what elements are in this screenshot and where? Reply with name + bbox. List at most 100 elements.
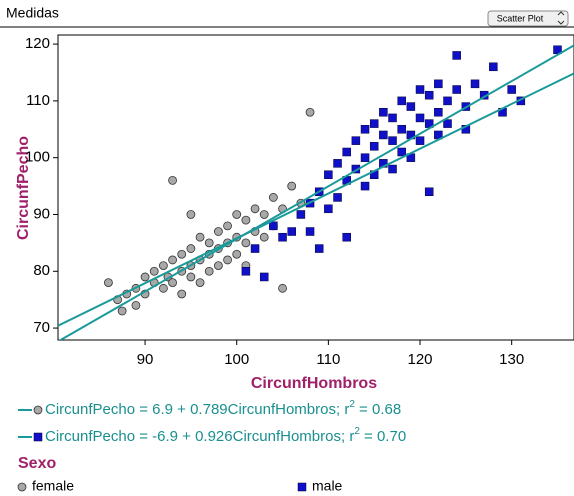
point [168, 176, 177, 185]
x-tick-label: 100 [224, 351, 249, 368]
fit-equation: CircunfPecho = -6.9 + 0.926CircunfHombro… [45, 426, 406, 445]
equation-part: 2 [354, 426, 360, 437]
plot-area [57, 34, 574, 341]
point [241, 215, 251, 225]
point [223, 255, 232, 265]
point [424, 90, 434, 100]
y-tick-label: 70 [33, 319, 50, 336]
x-tick-label: 110 [316, 351, 340, 368]
point [406, 102, 416, 111]
point [177, 249, 187, 259]
point [213, 227, 223, 236]
point [360, 125, 370, 134]
point [434, 79, 443, 89]
point [333, 159, 342, 168]
equation-part: = 0.70 [360, 428, 406, 445]
point [342, 147, 351, 157]
point [131, 300, 141, 310]
point [158, 261, 168, 270]
point [434, 107, 443, 117]
point [241, 238, 251, 248]
point [296, 210, 306, 219]
view-menu[interactable]: Scatter Plot [487, 10, 569, 27]
point [324, 170, 333, 179]
point [168, 278, 177, 288]
point [369, 119, 379, 128]
plot [58, 44, 574, 340]
point [388, 136, 397, 145]
point [424, 187, 434, 197]
point [195, 232, 205, 242]
point [379, 130, 388, 140]
point [324, 204, 333, 214]
y-tick-label: 110 [26, 92, 50, 109]
point [149, 266, 159, 276]
y-tick-label: 120 [25, 35, 50, 52]
equation-part: = 0.68 [355, 401, 401, 418]
y-tick-label: 80 [33, 262, 50, 279]
point [452, 51, 461, 60]
window-title: Medidas [6, 5, 59, 21]
equation-part: 2 [349, 399, 355, 410]
point [333, 193, 342, 202]
point [287, 181, 297, 191]
legend-key [297, 482, 307, 492]
point [397, 125, 406, 134]
x-axis-title: CircunfHombros [251, 375, 377, 392]
point [443, 119, 452, 128]
menu-arrows [557, 11, 565, 25]
x-tick-label: 120 [408, 351, 433, 368]
point [278, 232, 287, 242]
point [342, 232, 351, 242]
legend-marker [33, 405, 43, 415]
y-axis-title: CircunfPecho [15, 136, 32, 240]
point [369, 142, 379, 151]
point [250, 204, 260, 214]
legend-key [17, 482, 27, 492]
legend-title: Sexo [18, 455, 56, 472]
point [415, 136, 425, 145]
menu-button[interactable] [487, 10, 569, 27]
equation-part: CircunfPecho = 6.9 + 0.789CircunfHombros… [45, 401, 349, 418]
point [117, 306, 127, 316]
point [351, 136, 361, 145]
point [360, 153, 370, 162]
legend-label: female [32, 478, 74, 494]
point [204, 266, 214, 276]
menu-label[interactable]: Scatter Plot [497, 13, 544, 23]
legend-label: male [312, 478, 343, 494]
point [177, 289, 187, 299]
equation-part: CircunfPecho = -6.9 + 0.926CircunfHombro… [45, 428, 354, 445]
point [397, 147, 406, 157]
fit-line [58, 72, 574, 327]
point [186, 210, 196, 219]
point [204, 238, 214, 248]
point [305, 227, 315, 236]
point [241, 267, 251, 276]
point [259, 232, 269, 242]
point [104, 278, 113, 288]
point [168, 255, 177, 265]
legend-marker [33, 432, 43, 442]
point [314, 244, 324, 253]
point [213, 261, 223, 270]
point [452, 85, 461, 94]
point [305, 107, 315, 117]
point [443, 96, 452, 106]
fit-equation: CircunfPecho = 6.9 + 0.789CircunfHombros… [45, 399, 401, 418]
point [470, 79, 480, 89]
point [232, 210, 242, 219]
point [415, 85, 425, 94]
x-tick-label: 90 [137, 351, 154, 368]
point [223, 221, 232, 231]
y-tick-label: 90 [33, 205, 50, 222]
point [158, 283, 168, 293]
point [269, 221, 278, 231]
y-tick-label: 100 [25, 149, 50, 166]
x-tick-label: 130 [499, 351, 524, 368]
point [397, 96, 406, 106]
point [415, 113, 425, 123]
point [186, 244, 196, 253]
point [388, 113, 397, 123]
